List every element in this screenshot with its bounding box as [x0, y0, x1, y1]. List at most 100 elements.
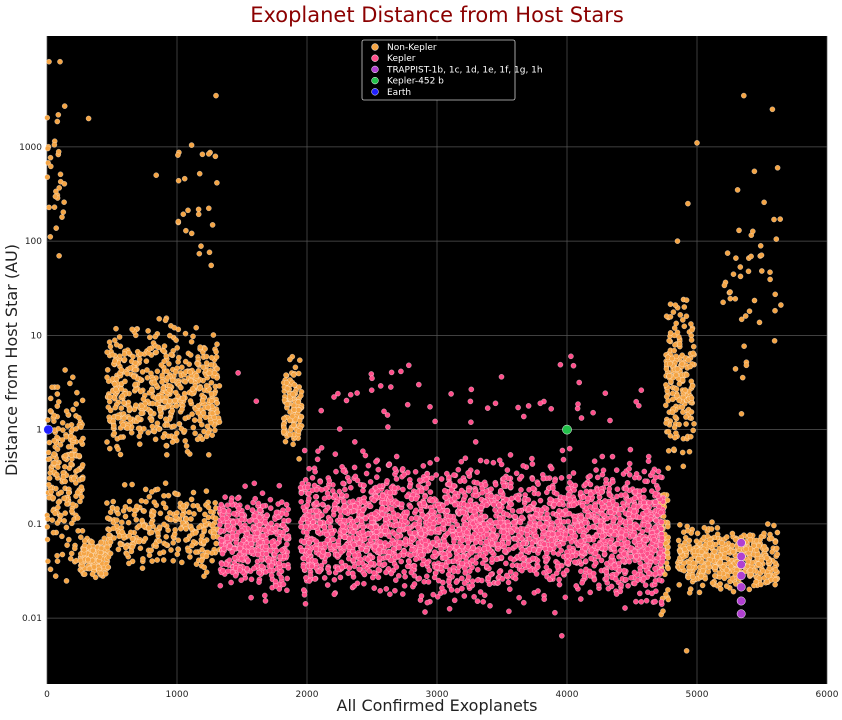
data-point: [74, 489, 81, 496]
data-point: [276, 586, 283, 592]
data-point: [698, 573, 705, 580]
data-point: [682, 387, 689, 393]
data-point: [203, 488, 210, 494]
data-point: [772, 291, 779, 298]
data-point: [686, 448, 693, 455]
data-point: [163, 541, 170, 548]
data-point: [163, 353, 170, 359]
data-point: [677, 312, 684, 318]
data-point: [251, 513, 258, 520]
data-point: [312, 468, 318, 475]
data-point: [46, 58, 52, 65]
data-point: [751, 297, 758, 304]
data-point: [606, 486, 613, 492]
data-point: [543, 489, 550, 496]
data-point: [592, 518, 599, 525]
data-point: [68, 508, 75, 515]
data-point: [104, 500, 110, 506]
data-point: [78, 424, 84, 430]
data-point: [254, 530, 261, 536]
data-point: [432, 569, 439, 576]
data-point: [338, 549, 344, 556]
data-point: [363, 470, 370, 477]
data-point: [738, 410, 745, 417]
data-point: [533, 571, 540, 577]
data-point: [301, 555, 307, 562]
data-point: [774, 551, 781, 558]
data-point: [663, 393, 670, 400]
data-point: [530, 526, 537, 533]
data-point: [59, 551, 66, 558]
data-point: [667, 313, 674, 320]
data-point: [256, 514, 263, 521]
data-point: [601, 550, 608, 557]
data-point: [145, 429, 152, 436]
data-point: [387, 591, 393, 598]
data-point: [170, 539, 177, 546]
data-point: [745, 558, 752, 565]
data-point: [554, 518, 560, 525]
data-point: [753, 579, 759, 585]
data-point: [156, 315, 163, 322]
data-point: [556, 581, 563, 588]
data-point: [626, 460, 633, 467]
data-point: [471, 508, 478, 515]
data-point: [705, 568, 712, 575]
data-point: [47, 395, 54, 402]
data-point: [46, 439, 53, 446]
data-point: [343, 493, 350, 499]
data-point: [694, 530, 701, 537]
data-point: [252, 495, 259, 502]
data-point: [748, 253, 754, 260]
data-point: [44, 558, 51, 565]
data-point: [220, 567, 227, 574]
data-point: [684, 527, 691, 534]
data-point: [112, 404, 119, 411]
data-point: [178, 559, 185, 566]
data-point: [118, 386, 125, 392]
data-point: [683, 372, 690, 378]
data-point: [113, 386, 119, 393]
data-point: [758, 268, 765, 274]
data-point: [209, 222, 216, 228]
data-point: [753, 546, 760, 553]
data-point: [62, 510, 69, 516]
data-point: [769, 106, 776, 113]
data-point: [481, 545, 488, 552]
data-point: [200, 364, 206, 370]
data-point: [420, 463, 427, 469]
data-point: [208, 361, 215, 368]
data-point: [196, 170, 203, 177]
data-point: [192, 549, 199, 555]
data-point: [50, 494, 57, 501]
data-point: [258, 563, 265, 570]
data-point: [365, 462, 372, 469]
data-point: [331, 591, 338, 598]
data-point: [505, 579, 512, 586]
data-point: [192, 430, 198, 437]
data-point: [191, 511, 197, 517]
data-point: [51, 437, 57, 444]
data-point: [377, 587, 384, 594]
data-point: [208, 398, 215, 404]
data-point: [199, 532, 205, 539]
data-point: [466, 568, 473, 575]
data-point: [125, 519, 132, 526]
data-point: [161, 521, 167, 528]
data-point: [118, 519, 125, 526]
data-point: [152, 436, 159, 443]
data-point: [281, 397, 288, 403]
data-point: [170, 557, 177, 564]
data-point: [173, 403, 180, 409]
data-point: [570, 470, 577, 476]
data-point: [679, 404, 686, 411]
data-point: [219, 515, 226, 522]
data-point: [428, 530, 435, 536]
data-point: [571, 559, 578, 566]
data-point: [483, 526, 490, 533]
data-point: [686, 544, 693, 551]
data-point: [175, 354, 182, 361]
data-point: [257, 539, 264, 546]
data-point: [101, 535, 108, 542]
data-point: [147, 409, 154, 416]
